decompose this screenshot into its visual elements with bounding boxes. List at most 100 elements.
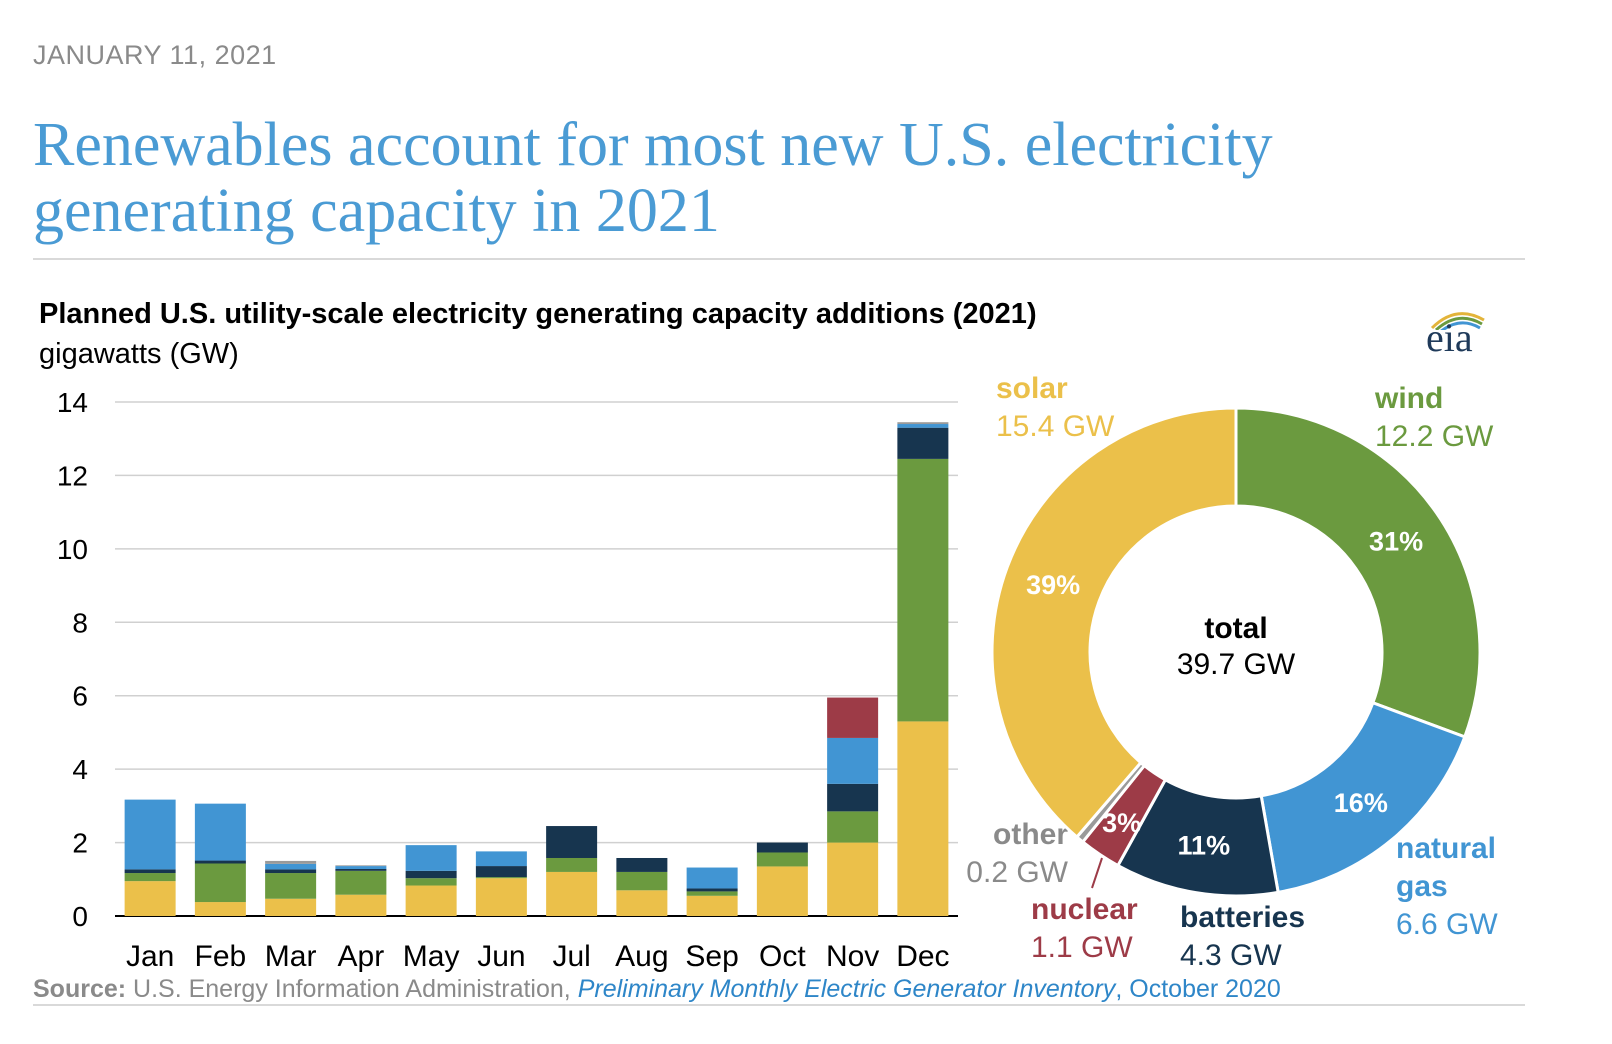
bar-segment-wind	[756, 852, 808, 867]
bar-segment-wind	[686, 891, 738, 896]
source-note: Source: U.S. Energy Information Administ…	[33, 975, 1281, 1004]
bar-segment-natural_gas	[194, 803, 246, 861]
x-tick-label: Jul	[552, 940, 590, 973]
bar-segment-batteries	[124, 869, 176, 874]
bar-segment-wind	[546, 857, 598, 872]
donut-value-label: 12.2 GW	[1375, 420, 1494, 453]
donut-center-value: 39.7 GW	[1177, 648, 1296, 681]
bar-segment-solar	[265, 898, 317, 916]
bar-segment-batteries	[686, 888, 738, 892]
donut-percent-label: 3%	[1102, 808, 1141, 838]
bar-segment-wind	[405, 878, 457, 886]
source-publication-link[interactable]: Preliminary Monthly Electric Generator I…	[577, 975, 1116, 1003]
bar-segment-wind	[475, 877, 527, 879]
y-tick-label: 0	[72, 901, 88, 932]
bar-segment-natural_gas	[335, 866, 387, 870]
bar-segment-wind	[616, 871, 668, 891]
x-tick-label: Aug	[615, 940, 668, 973]
x-tick-label: Jan	[126, 940, 174, 973]
donut-percent-label: 31%	[1369, 527, 1423, 557]
x-tick-label: Oct	[759, 940, 806, 973]
y-tick-label: 4	[72, 754, 88, 785]
donut-category-label: wind	[1374, 382, 1443, 415]
donut-value-label: 0.2 GW	[966, 856, 1068, 889]
donut-center-label: total	[1204, 612, 1267, 645]
bar-segment-solar	[756, 866, 808, 916]
bar-segment-wind	[194, 863, 246, 903]
article-date: JANUARY 11, 2021	[33, 40, 277, 70]
donut-value-label: 15.4 GW	[996, 410, 1115, 443]
bar-segment-wind	[897, 458, 949, 722]
x-tick-label: Jun	[477, 940, 525, 973]
bar-segment-solar	[194, 902, 246, 916]
logo-text: eia	[1426, 315, 1473, 360]
source-agency: U.S. Energy Information Administration,	[126, 975, 578, 1003]
bar-segment-wind	[124, 873, 176, 882]
bar-segment-other	[265, 860, 317, 864]
bar-segment-natural_gas	[124, 799, 176, 870]
bar-segment-solar	[827, 842, 879, 916]
bar-segment-batteries	[475, 866, 527, 878]
y-axis-units: gigawatts (GW)	[39, 338, 239, 370]
header-divider	[33, 258, 1525, 260]
bar-segment-other	[335, 865, 387, 867]
donut-category-label: nuclear	[1031, 893, 1138, 926]
donut-value-label: 6.6 GW	[1396, 908, 1498, 941]
bar-segment-natural_gas	[475, 851, 527, 867]
y-tick-label: 8	[72, 607, 88, 638]
footer-divider	[33, 1004, 1525, 1006]
bar-segment-solar	[124, 881, 176, 916]
bar-segment-batteries	[827, 783, 879, 812]
bar-segment-nuclear	[827, 697, 879, 738]
bar-segment-batteries	[194, 860, 246, 864]
donut-value-label: 1.1 GW	[1031, 931, 1133, 964]
bar-segment-batteries	[897, 427, 949, 459]
y-tick-label: 12	[57, 460, 88, 491]
bar-segment-solar	[897, 721, 949, 916]
bar-segment-solar	[616, 890, 668, 916]
donut-category-label: solar	[996, 372, 1068, 405]
x-tick-label: Mar	[265, 940, 317, 973]
x-tick-label: May	[403, 940, 460, 973]
donut-slice-solar	[990, 406, 1238, 840]
bar-segment-batteries	[616, 857, 668, 872]
bar-segment-wind	[335, 870, 387, 895]
x-tick-label: Nov	[826, 940, 879, 973]
bar-segment-solar	[546, 871, 598, 916]
bar-segment-other	[897, 422, 949, 425]
bar-segment-wind	[265, 873, 317, 899]
donut-category-label: gas	[1396, 870, 1448, 903]
donut-value-label: 4.3 GW	[1180, 939, 1282, 972]
y-tick-label: 10	[57, 534, 88, 565]
eia-logo: eia	[1418, 300, 1498, 360]
chart-title: Planned U.S. utility-scale electricity g…	[39, 298, 1037, 330]
donut-percent-label: 11%	[1178, 830, 1231, 860]
bar-segment-batteries	[265, 869, 317, 874]
bar-segment-batteries	[335, 869, 387, 871]
bar-segment-natural_gas	[405, 845, 457, 871]
y-tick-label: 2	[72, 828, 88, 859]
donut-category-label: other	[993, 818, 1068, 851]
article-headline: Renewables account for most new U.S. ele…	[33, 111, 1273, 245]
bar-segment-solar	[405, 885, 457, 916]
y-tick-label: 6	[72, 681, 88, 712]
logo-arc-icon	[1430, 312, 1485, 330]
bar-segment-solar	[475, 878, 527, 916]
donut-percent-label: 16%	[1334, 788, 1388, 818]
bar-segment-batteries	[756, 842, 808, 853]
y-tick-label: 14	[57, 387, 88, 418]
nuclear-leader-line	[1091, 857, 1103, 889]
bar-segment-batteries	[405, 870, 457, 879]
x-tick-label: Dec	[896, 940, 949, 973]
bar-segment-natural_gas	[897, 424, 949, 428]
bar-segment-natural_gas	[265, 863, 317, 870]
source-date: , October 2020	[1115, 975, 1281, 1003]
bar-segment-batteries	[546, 826, 598, 858]
x-tick-label: Feb	[195, 940, 247, 973]
x-tick-label: Apr	[338, 940, 385, 973]
source-label: Source:	[33, 975, 127, 1003]
bar-segment-wind	[827, 811, 879, 843]
bar-segment-natural_gas	[686, 867, 738, 889]
bar-segment-solar	[335, 894, 387, 916]
